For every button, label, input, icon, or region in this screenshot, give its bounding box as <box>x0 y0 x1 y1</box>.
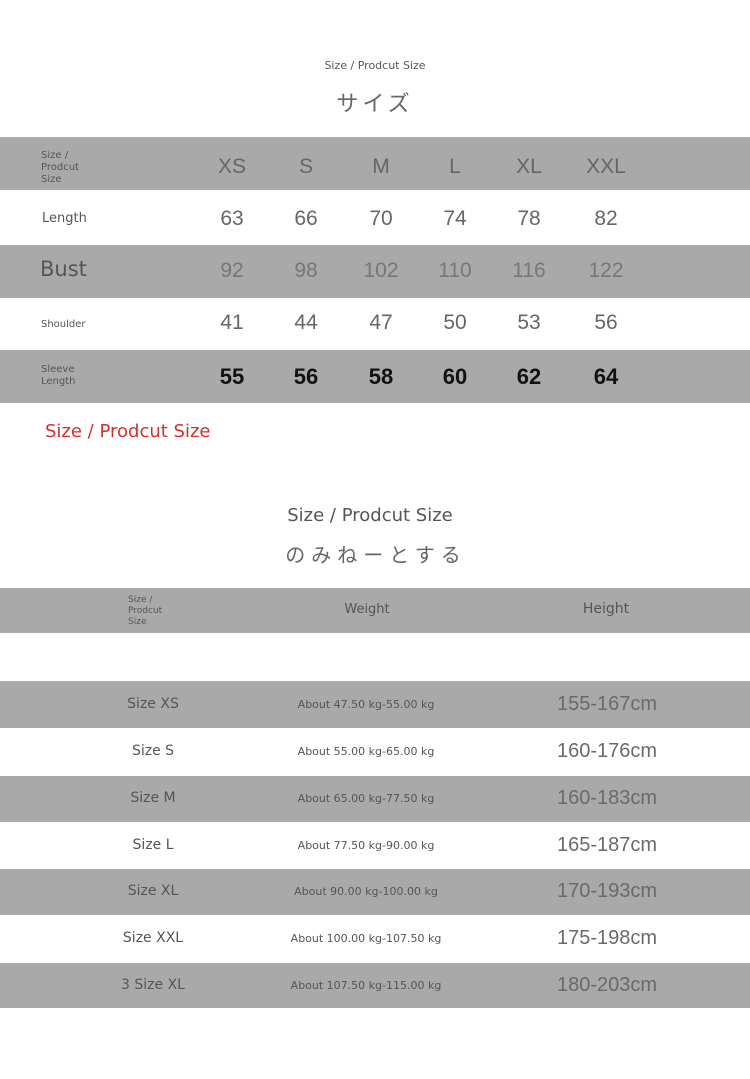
row-band <box>0 245 750 298</box>
weight-cell: About 77.50 kg-90.00 kg <box>297 838 435 852</box>
measurement-cell: 50 <box>443 311 467 334</box>
measurement-cell: 64 <box>593 364 619 389</box>
measurement-cell: 70 <box>369 207 393 230</box>
row-label-bust: Bust <box>40 257 87 281</box>
row-band <box>0 681 750 728</box>
row-band <box>0 350 750 403</box>
size-column-header: L <box>449 155 461 178</box>
size-cell: Size M <box>130 790 176 806</box>
measurement-cell: 66 <box>294 207 318 230</box>
table2-header-row <box>0 588 750 633</box>
row-label-shoulder: Shoulder <box>41 319 86 330</box>
measurement-cell: 116 <box>512 259 546 282</box>
red-size-note: Size / Prodcut Size <box>45 421 211 442</box>
row-label-sleeve-length: Sleeve Length <box>41 364 76 387</box>
measurement-cell: 56 <box>293 364 319 389</box>
size-column-header: S <box>298 155 314 178</box>
header-weight: Weight <box>344 602 390 617</box>
row-band <box>0 776 750 822</box>
size-cell: Size XL <box>127 883 179 899</box>
height-cell: 180-203cm <box>556 973 658 996</box>
measurement-cell: 55 <box>219 364 245 389</box>
size-cell: Size S <box>131 743 175 759</box>
weight-cell: About 90.00 kg-100.00 kg <box>294 885 438 898</box>
size-cell: 3 Size XL <box>121 976 185 993</box>
size-column-header: XXL <box>586 155 626 178</box>
height-cell: 170-193cm <box>556 880 658 902</box>
chart-title-japanese: サイズ <box>336 92 414 117</box>
size-cell: Size XXL <box>122 930 184 946</box>
measurement-cell: 122 <box>588 259 624 282</box>
size-column-header: M <box>372 155 390 178</box>
header-size-label: Size / Prodcut Size <box>41 150 79 185</box>
height-cell: 175-198cm <box>556 927 658 949</box>
chart-subtitle: Size / Prodcut Size <box>324 59 426 72</box>
table-header-row <box>0 137 750 190</box>
row-label-length: Length <box>42 211 87 226</box>
height-cell: 165-187cm <box>556 833 658 856</box>
weight-cell: About 47.50 kg-55.00 kg <box>297 697 435 711</box>
weight-cell: About 107.50 kg-115.00 kg <box>290 978 442 992</box>
measurement-cell: 98 <box>294 259 318 282</box>
chart2-subtitle: Size / Prodcut Size <box>287 505 453 526</box>
height-cell: 160-183cm <box>556 787 658 809</box>
measurement-cell: 60 <box>442 364 468 389</box>
measurement-cell: 47 <box>369 311 393 334</box>
measurement-cell: 78 <box>517 207 541 230</box>
size-column-header: XL <box>516 155 542 178</box>
measurement-cell: 63 <box>220 207 244 230</box>
measurement-cell: 62 <box>516 364 542 389</box>
measurement-cell: 56 <box>594 311 618 334</box>
height-cell: 155-167cm <box>556 692 658 715</box>
measurement-cell: 41 <box>220 311 244 334</box>
measurement-cell: 110 <box>438 259 472 282</box>
measurement-cell: 53 <box>517 311 541 334</box>
weight-cell: About 100.00 kg-107.50 kg <box>290 932 442 945</box>
size-column-header: XS <box>217 155 247 178</box>
measurement-cell: 74 <box>443 207 467 230</box>
weight-cell: About 65.00 kg-77.50 kg <box>297 792 435 805</box>
measurement-cell: 82 <box>594 207 618 230</box>
weight-cell: About 55.00 kg-65.00 kg <box>297 745 435 758</box>
size-cell: Size XS <box>127 695 179 712</box>
size-cell: Size L <box>132 836 174 853</box>
measurement-cell: 58 <box>368 364 394 389</box>
header-size-label: Size / Prodcut Size <box>128 595 163 627</box>
height-cell: 160-176cm <box>556 740 658 762</box>
measurement-cell: 92 <box>220 259 244 282</box>
header-height: Height <box>582 601 630 617</box>
row-band <box>0 869 750 915</box>
measurement-cell: 102 <box>363 259 399 282</box>
chart2-title-japanese: のみねーとする <box>285 543 467 567</box>
row-band <box>0 963 750 1008</box>
measurement-cell: 44 <box>294 311 318 334</box>
